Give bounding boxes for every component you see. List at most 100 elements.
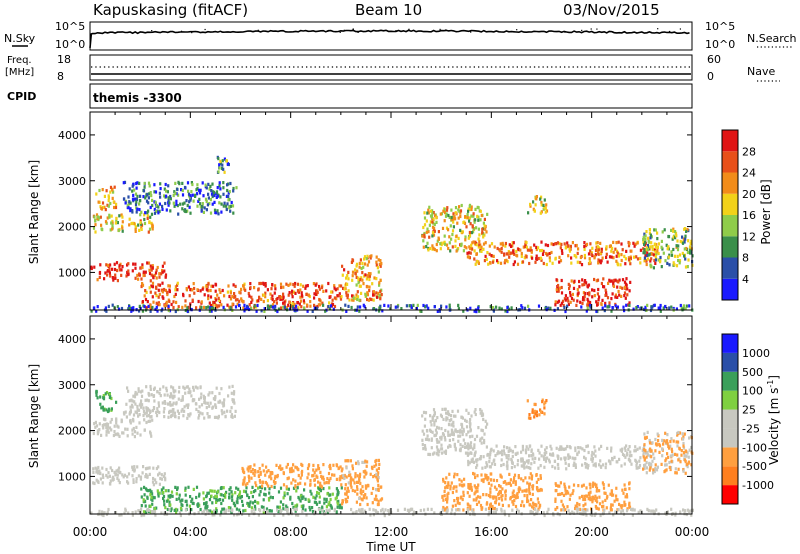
- power-cell: [226, 202, 229, 206]
- power-cell: [153, 190, 156, 194]
- power-cell: [560, 242, 563, 246]
- noise-sky-series: [89, 29, 690, 49]
- power-cell: [146, 216, 149, 220]
- velocity-cell: [486, 452, 490, 457]
- power-cell: [238, 303, 241, 307]
- velocity-cell: [201, 510, 204, 515]
- power-cell: [147, 192, 150, 196]
- power-cell: [363, 257, 366, 261]
- velocity-cell: [315, 502, 319, 506]
- velocity-cell: [483, 432, 486, 436]
- power-cell: [348, 298, 351, 302]
- power-cell: [639, 306, 642, 310]
- velocity-cell: [354, 472, 357, 476]
- velocity-cell: [244, 508, 247, 513]
- velocity-cell: [665, 468, 668, 472]
- velocity-cell: [294, 479, 297, 483]
- velocity-cell: [543, 457, 546, 461]
- power-cell: [299, 295, 302, 299]
- power-cell: [356, 295, 360, 299]
- velocity-cell: [157, 465, 160, 469]
- power-cell: [162, 296, 165, 300]
- velocity-cell: [294, 465, 297, 469]
- power-cell: [221, 163, 224, 167]
- velocity-cell: [246, 493, 249, 497]
- power-cell: [596, 278, 600, 282]
- power-cell: [642, 247, 645, 251]
- velocity-cell: [535, 410, 538, 414]
- velocity-cell: [488, 460, 491, 464]
- power-cell: [559, 246, 562, 250]
- velocity-cell: [461, 416, 464, 420]
- power-cell: [521, 260, 525, 264]
- velocity-cell: [584, 462, 587, 466]
- velocity-cell: [102, 396, 105, 400]
- power-cell: [288, 307, 292, 311]
- velocity-cell: [344, 487, 347, 491]
- power-cell: [523, 256, 526, 260]
- velocity-cell: [538, 505, 541, 509]
- velocity-cell: [577, 446, 580, 450]
- power-cell: [158, 272, 161, 276]
- power-cell: [202, 210, 205, 214]
- velocity-cell: [490, 472, 493, 476]
- power-cell: [98, 188, 101, 193]
- power-cell: [200, 305, 203, 310]
- velocity-cell: [620, 506, 623, 510]
- power-cell: [155, 294, 158, 298]
- velocity-cell: [203, 416, 206, 420]
- velocity-cell: [105, 408, 108, 412]
- power-cell: [233, 292, 236, 296]
- power-cell: [215, 192, 218, 196]
- power-cell: [568, 287, 571, 291]
- velocity-cell: [520, 457, 523, 461]
- velocity-cell: [525, 488, 528, 492]
- velocity-cell: [490, 483, 493, 487]
- velocity-colorbar-tick-label: 25: [742, 404, 756, 417]
- power-cell: [457, 307, 460, 311]
- power-cell: [199, 205, 202, 209]
- velocity-cell: [97, 469, 100, 473]
- velocity-cell: [557, 456, 560, 460]
- velocity-cell: [224, 492, 227, 496]
- power-cell: [244, 307, 247, 311]
- velocity-cell: [427, 452, 430, 456]
- power-cell: [99, 205, 102, 209]
- power-cell: [486, 251, 489, 255]
- power-cell: [620, 253, 623, 257]
- power-cell: [379, 304, 382, 308]
- power-cell: [677, 258, 680, 263]
- velocity-cell: [178, 511, 182, 515]
- velocity-cell: [235, 486, 238, 490]
- power-cell: [672, 229, 675, 233]
- velocity-cell: [262, 508, 266, 512]
- power-cell: [657, 258, 660, 262]
- velocity-cell: [99, 471, 102, 475]
- velocity-cell: [157, 473, 160, 477]
- power-cell: [624, 282, 627, 286]
- power-cell: [371, 282, 374, 286]
- velocity-cell: [142, 410, 146, 414]
- power-colorbar-tick-label: 16: [742, 209, 756, 222]
- power-cell: [172, 193, 175, 198]
- velocity-cell: [227, 506, 230, 510]
- power-cell: [676, 254, 679, 258]
- power-cell: [423, 223, 427, 227]
- power-cell: [504, 241, 507, 246]
- velocity-cell: [257, 474, 260, 478]
- power-cell: [587, 292, 590, 296]
- velocity-cell: [95, 393, 98, 397]
- velocity-cell: [469, 443, 472, 447]
- velocity-cell: [293, 507, 296, 511]
- velocity-cell: [436, 452, 439, 456]
- power-cell: [379, 259, 382, 263]
- velocity-cell: [355, 510, 358, 514]
- velocity-cell: [251, 495, 254, 499]
- power-cell: [243, 309, 246, 313]
- velocity-cell: [412, 510, 415, 514]
- power-cell: [184, 209, 188, 214]
- velocity-cell: [456, 473, 459, 477]
- velocity-y-axis-label: Slant Range [km]: [27, 364, 41, 468]
- velocity-cell: [236, 501, 239, 505]
- velocity-cell: [135, 425, 138, 429]
